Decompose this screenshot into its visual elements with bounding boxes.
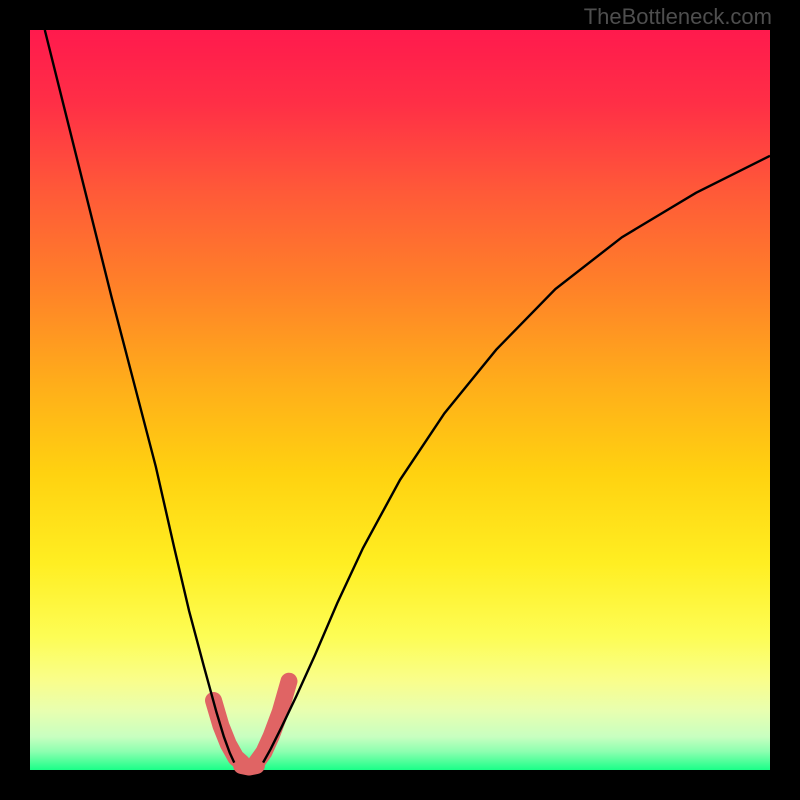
plot-background xyxy=(30,30,770,770)
watermark-text: TheBottleneck.com xyxy=(584,4,772,30)
chart-container: TheBottleneck.com xyxy=(0,0,800,800)
bottleneck-chart xyxy=(0,0,800,800)
